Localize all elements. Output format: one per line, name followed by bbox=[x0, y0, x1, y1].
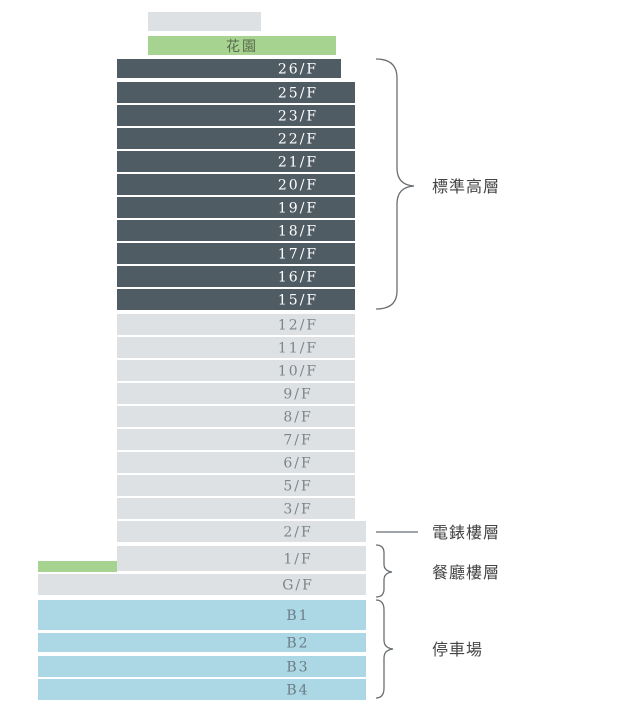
floor-label: 7/F bbox=[283, 433, 312, 449]
floor-label: 10/F bbox=[278, 364, 318, 380]
garden-block bbox=[148, 36, 336, 55]
floor-label: 16/F bbox=[278, 270, 318, 286]
floor-label: 23/F bbox=[278, 109, 318, 125]
floor-slab-15f bbox=[117, 289, 355, 310]
brace-parking bbox=[375, 599, 394, 699]
floor-label: G/F bbox=[282, 578, 314, 594]
floor-label: 9/F bbox=[283, 387, 312, 403]
podium-garden-ledge bbox=[38, 561, 117, 572]
floor-slab-9f bbox=[117, 383, 355, 404]
floor-label: 12/F bbox=[278, 318, 318, 334]
floor-slab-3f bbox=[117, 498, 355, 519]
floor-slab-b3 bbox=[38, 656, 366, 677]
floor-slab-12f bbox=[117, 314, 355, 335]
floor-slab-7f bbox=[117, 429, 355, 450]
floor-slab-25f bbox=[117, 82, 355, 103]
roof-block bbox=[148, 12, 261, 31]
floor-slab-8f bbox=[117, 406, 355, 427]
floor-slab-21f bbox=[117, 151, 355, 172]
floor-slab-b1 bbox=[38, 600, 366, 630]
floor-slab-2f bbox=[117, 521, 366, 542]
floor-label: 21/F bbox=[278, 155, 318, 171]
floor-slab-11f bbox=[117, 337, 355, 358]
floor-slab-17f bbox=[117, 243, 355, 264]
floor-label: 3/F bbox=[283, 502, 312, 518]
floor-slab-6f bbox=[117, 452, 355, 473]
floor-slab-1f bbox=[117, 546, 366, 571]
brace-high-floors bbox=[375, 58, 415, 310]
floor-label: B2 bbox=[286, 636, 309, 652]
floor-slab-26f bbox=[117, 59, 341, 78]
floor-label: 6/F bbox=[283, 456, 312, 472]
floor-label: B1 bbox=[286, 608, 309, 624]
label-lift-lobby: 電錶樓層 bbox=[432, 523, 500, 542]
floor-stack: 26/F 25/F 23/F 22/F 21/F 20/F 19/F 18/F 17/F 16/F… bbox=[38, 59, 366, 700]
floor-label: B4 bbox=[286, 683, 309, 699]
floor-slab-5f bbox=[117, 475, 355, 496]
floor-slab-18f bbox=[117, 220, 355, 241]
floor-label: 15/F bbox=[278, 293, 318, 309]
floor-label: 5/F bbox=[283, 479, 312, 495]
floor-label: 20/F bbox=[278, 178, 318, 194]
floor-slab-16f bbox=[117, 266, 355, 287]
label-restaurant: 餐廳樓層 bbox=[432, 563, 500, 582]
floor-label: 22/F bbox=[278, 132, 318, 148]
floor-label: B3 bbox=[286, 660, 309, 676]
floor-slab-10f bbox=[117, 360, 355, 381]
floor-slab-20f bbox=[117, 174, 355, 195]
floor-label: 19/F bbox=[278, 201, 318, 217]
floor-slab-22f bbox=[117, 128, 355, 149]
floor-label: 11/F bbox=[278, 341, 318, 357]
label-standard-high: 標準高層 bbox=[432, 177, 500, 196]
floor-label: 8/F bbox=[283, 410, 312, 426]
floor-slab-19f bbox=[117, 197, 355, 218]
floor-slab-b2 bbox=[38, 633, 366, 652]
label-parking: 停車場 bbox=[432, 640, 483, 659]
floor-label: 1/F bbox=[283, 552, 312, 568]
floor-label: 2/F bbox=[283, 525, 312, 541]
floor-label: 25/F bbox=[278, 86, 318, 102]
garden-label: 花園 bbox=[226, 39, 258, 55]
floor-slab-b4 bbox=[38, 679, 366, 700]
floor-slab-gf bbox=[38, 574, 366, 595]
floor-slab-23f bbox=[117, 105, 355, 126]
floor-label: 18/F bbox=[278, 224, 318, 240]
floor-label: 26/F bbox=[278, 62, 318, 78]
brace-restaurant bbox=[375, 544, 393, 598]
floor-label: 17/F bbox=[278, 247, 318, 263]
